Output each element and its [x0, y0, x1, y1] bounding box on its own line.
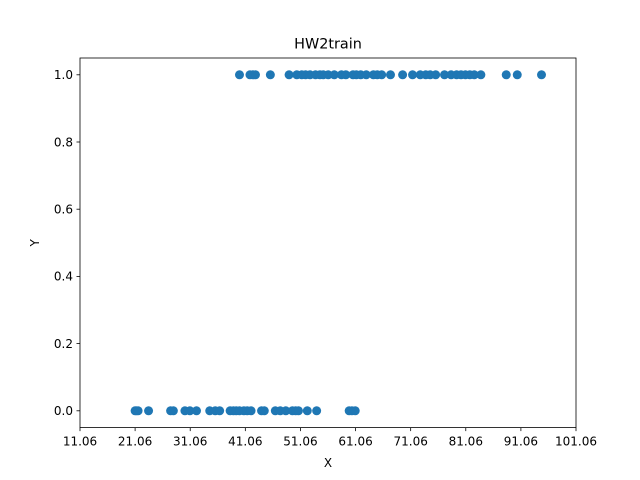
y-tick-label: 0.4 [54, 270, 73, 284]
data-point [398, 70, 408, 80]
data-point [350, 406, 360, 416]
data-point [246, 406, 256, 416]
data-point [168, 406, 178, 416]
chart-title: HW2train [294, 37, 362, 53]
x-tick-label: 21.06 [118, 435, 152, 449]
data-point [293, 406, 303, 416]
data-point [361, 70, 371, 80]
x-tick-label: 41.06 [228, 435, 262, 449]
data-point [192, 406, 202, 416]
y-tick-label: 0.2 [54, 337, 73, 351]
data-point [144, 406, 154, 416]
data-points [130, 70, 547, 416]
data-point [284, 70, 294, 80]
data-point [265, 70, 275, 80]
data-point [185, 406, 195, 416]
plot-frame [79, 57, 577, 429]
y-axis-label: Y [28, 238, 42, 247]
x-tick-label: 61.06 [338, 435, 372, 449]
data-point [501, 70, 511, 80]
data-point [133, 406, 143, 416]
x-axis-ticks: 11.06 21.06 31.06 41.06 51.06 61.06 71.06 81.06… [63, 427, 597, 449]
data-point [385, 70, 395, 80]
x-tick-label: 51.06 [283, 435, 317, 449]
x-tick-label: 91.06 [504, 435, 538, 449]
data-point [302, 406, 312, 416]
data-point [431, 70, 441, 80]
data-point [469, 70, 479, 80]
data-point [537, 70, 547, 80]
x-tick-label: 71.06 [393, 435, 427, 449]
x-tick-label: 11.06 [63, 435, 97, 449]
data-point [440, 70, 450, 80]
data-point [377, 70, 387, 80]
data-point [250, 70, 260, 80]
data-point [281, 406, 291, 416]
data-point [329, 70, 339, 80]
data-point [476, 70, 486, 80]
y-axis-ticks: 0.0 0.2 0.4 0.6 0.8 1.0 [54, 68, 80, 418]
x-tick-label: 81.06 [449, 435, 483, 449]
y-tick-label: 0.0 [54, 404, 73, 418]
data-point [341, 70, 351, 80]
x-axis-label: X [324, 456, 332, 470]
y-tick-label: 0.6 [54, 203, 73, 217]
y-tick-label: 0.8 [54, 135, 73, 149]
data-point [234, 70, 244, 80]
data-point [312, 406, 322, 416]
x-tick-label: 101.06 [555, 435, 597, 449]
y-tick-label: 1.0 [54, 68, 73, 82]
data-point [512, 70, 522, 80]
data-point [408, 70, 418, 80]
data-point [215, 406, 225, 416]
data-point [259, 406, 269, 416]
x-tick-label: 31.06 [173, 435, 207, 449]
